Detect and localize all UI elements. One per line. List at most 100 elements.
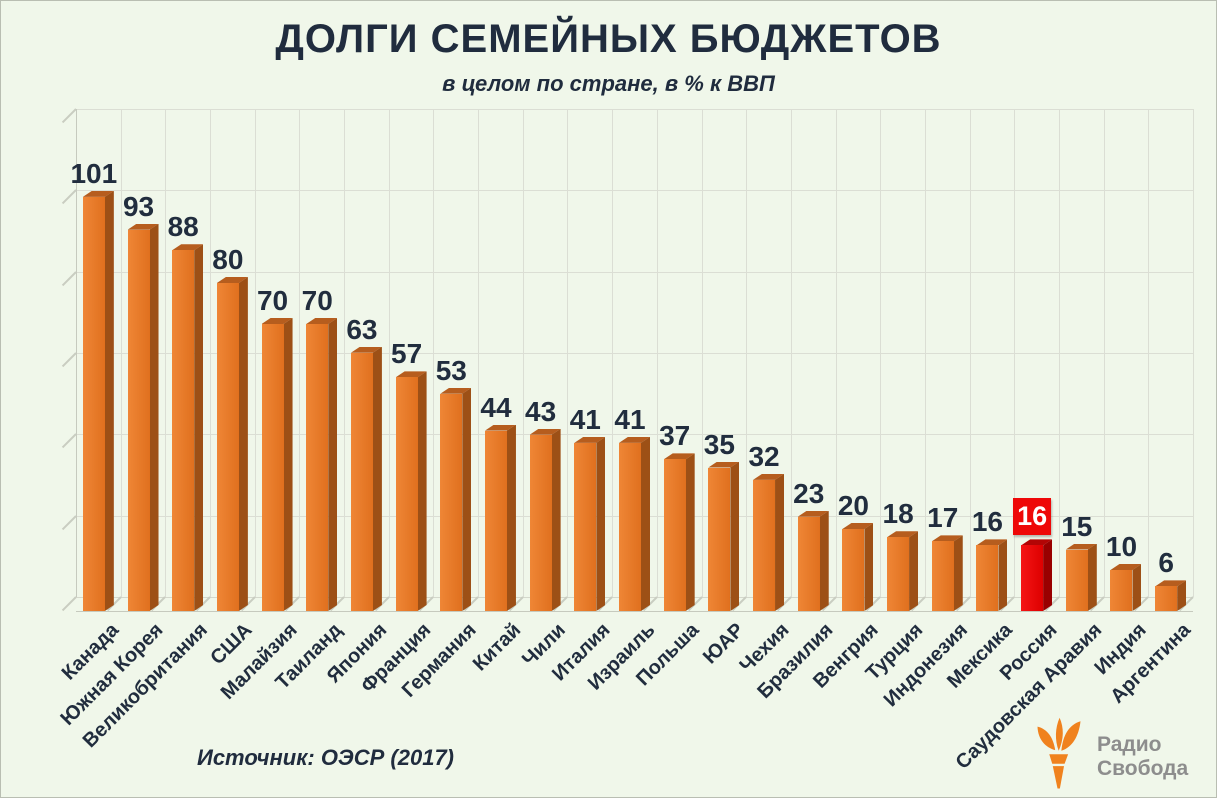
bar-front-face xyxy=(842,529,865,611)
bar-Мексика xyxy=(976,539,1008,611)
bar-side-face xyxy=(864,523,873,611)
bar-side-face xyxy=(507,425,516,611)
bar-Чехия xyxy=(753,473,785,611)
bar-Венгрия xyxy=(842,523,874,611)
bar-top-face xyxy=(663,453,695,460)
bar-value-label: 41 xyxy=(614,403,646,435)
x-gridline xyxy=(299,109,301,597)
bar-Бразилия xyxy=(797,510,829,611)
bar-value-label: 6 xyxy=(1158,547,1174,579)
logo-text: Радио Свобода xyxy=(1097,733,1188,781)
bar-Таиланд xyxy=(306,318,338,611)
bar-value-label: 18 xyxy=(882,498,914,530)
bar-value-label: 16 xyxy=(971,506,1004,538)
x-label-Китай: Китай xyxy=(468,619,526,676)
bar-top-face xyxy=(216,277,248,283)
bar-value-label: 32 xyxy=(748,440,780,472)
bar-top-face xyxy=(261,318,293,324)
bar-side-face xyxy=(820,511,829,611)
bar-front-face xyxy=(753,479,776,611)
bar-ЮАР xyxy=(708,461,740,611)
x-gridline xyxy=(1103,109,1105,597)
chart-title: ДОЛГИ СЕМЕЙНЫХ БЮДЖЕТОВ xyxy=(275,17,942,61)
bar-top-face xyxy=(931,535,963,542)
x-gridline xyxy=(656,109,658,597)
bar-side-face xyxy=(150,224,159,611)
bar-front-face xyxy=(797,516,820,611)
bar-Израиль xyxy=(619,436,650,611)
bar-США xyxy=(216,277,248,611)
x-gridline xyxy=(880,109,882,597)
bar-side-face xyxy=(328,318,337,611)
bar-top-face xyxy=(619,436,650,443)
bar-side-face xyxy=(1088,544,1097,612)
x-gridline xyxy=(790,109,792,597)
y-gridline xyxy=(76,353,1193,354)
bar-side-face xyxy=(418,371,427,611)
bar-side-face xyxy=(998,539,1007,611)
bar-Турция xyxy=(887,531,919,611)
bar-side-face xyxy=(596,437,605,611)
x-gridline xyxy=(210,109,212,597)
x-gridline xyxy=(835,109,837,597)
bar-front-face xyxy=(127,229,150,611)
bar-front-face xyxy=(306,324,329,611)
bar-value-label: 17 xyxy=(927,502,959,534)
y-gridline xyxy=(76,271,1193,273)
bar-top-face xyxy=(82,190,114,197)
bar-value-label: 57 xyxy=(391,338,423,370)
bar-side-face xyxy=(194,244,203,611)
bar-Индонезия xyxy=(931,535,963,611)
bar-top-face xyxy=(1110,564,1142,570)
x-gridline xyxy=(1014,109,1016,597)
bar-top-face xyxy=(1155,580,1187,587)
bar-Россия xyxy=(1021,539,1053,611)
bar-side-face xyxy=(462,388,471,611)
bar-front-face xyxy=(261,324,284,611)
bar-top-face xyxy=(753,473,785,480)
bar-top-face xyxy=(708,461,740,468)
bar-front-face xyxy=(1021,545,1044,611)
bar-front-face xyxy=(484,430,507,611)
y-axis-tick xyxy=(61,270,77,286)
x-gridline xyxy=(1058,109,1060,597)
bar-value-label: 43 xyxy=(525,395,557,427)
x-gridline xyxy=(165,109,167,597)
bar-top-face xyxy=(887,531,919,538)
y-axis-tick xyxy=(61,514,77,530)
bar-front-face xyxy=(1155,586,1178,611)
bar-side-face xyxy=(1043,539,1052,611)
bar-top-face xyxy=(127,223,159,230)
bar-side-face xyxy=(552,429,561,611)
bar-value-label: 37 xyxy=(659,420,691,452)
bar-front-face xyxy=(172,250,195,611)
bar-Саудовская Аравия xyxy=(1065,543,1097,612)
bar-value-label: 35 xyxy=(703,428,735,460)
bar-value-label: 80 xyxy=(212,244,244,275)
floor-depth-tick xyxy=(61,596,77,612)
bar-front-face xyxy=(887,537,910,611)
bar-top-face xyxy=(797,510,829,517)
bar-Китай xyxy=(484,424,516,611)
bar-top-face xyxy=(574,436,606,443)
bar-side-face xyxy=(1132,564,1141,611)
bar-Япония xyxy=(350,346,382,611)
bar-Чили xyxy=(529,428,561,611)
bar-Индия xyxy=(1110,564,1142,611)
torch-icon xyxy=(1037,717,1081,789)
y-gridline xyxy=(76,190,1193,192)
bar-front-face xyxy=(82,196,105,611)
bar-top-face xyxy=(306,318,338,324)
radio-svoboda-logo: Радио Свобода xyxy=(1031,709,1188,791)
y-axis-tick xyxy=(61,108,77,124)
bar-Польша xyxy=(663,453,695,611)
bar-Аргентина xyxy=(1155,580,1187,611)
bar-top-face xyxy=(1021,539,1053,546)
bar-value-label: 53 xyxy=(435,354,467,386)
x-gridline xyxy=(701,109,703,597)
bar-side-face xyxy=(284,318,293,611)
y-axis-tick xyxy=(61,189,77,205)
plot-area: 101 93 88 80 70 70 63 57 53 44 43 41 41 37 35 32 23 20 18 1… xyxy=(61,108,1194,612)
y-axis-line xyxy=(76,109,77,597)
